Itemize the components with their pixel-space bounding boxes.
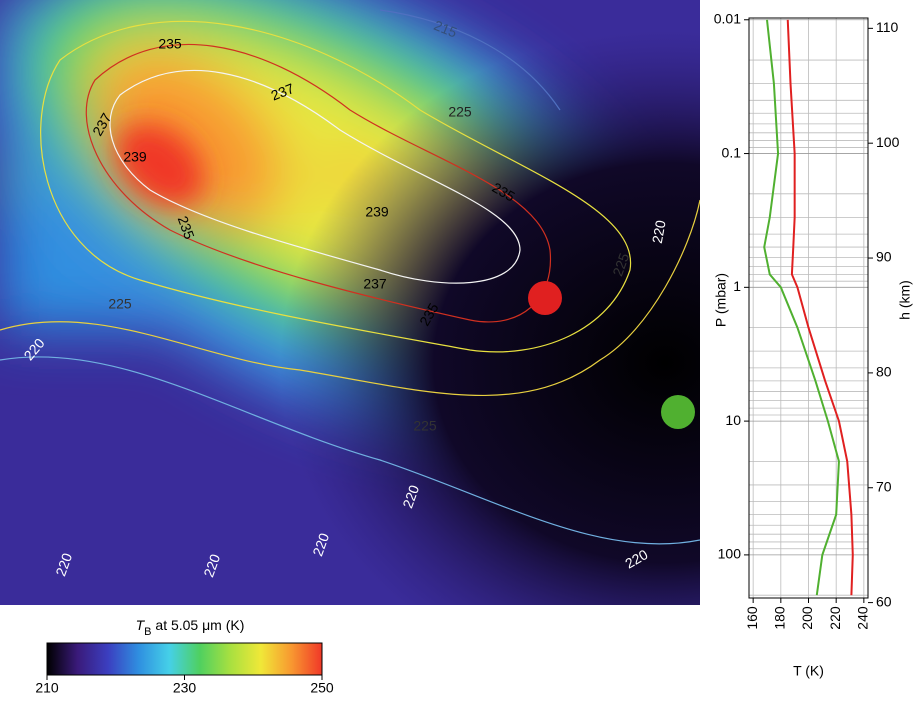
- contour-label: 225: [448, 104, 472, 120]
- colorbar-label: TB at 5.05 μm (K): [136, 617, 245, 638]
- x-axis-label: T (K): [793, 663, 824, 679]
- profile-location: [528, 281, 562, 315]
- y2-tick-label: 110: [876, 19, 899, 35]
- y2-tick-label: 70: [876, 478, 892, 494]
- contour-label: 239: [365, 204, 389, 220]
- colorbar-scale: [46, 642, 323, 676]
- profile-location: [661, 395, 695, 429]
- y2-tick-label: 80: [876, 364, 892, 380]
- contour-label: 239: [123, 149, 147, 165]
- contour-label: 220: [649, 219, 669, 245]
- y-tick-label: 1: [733, 278, 741, 294]
- y-tick-label: 0.01: [714, 10, 741, 26]
- y2-tick-label: 90: [876, 249, 892, 265]
- x-tick-label: 180: [772, 606, 788, 630]
- x-tick-label: 160: [744, 606, 760, 630]
- contour-label: 220: [309, 531, 332, 559]
- y2-axis-label: h (km): [897, 280, 913, 320]
- y-tick-label: 0.1: [722, 144, 742, 160]
- y-tick-label: 10: [725, 412, 741, 428]
- y-tick-label: 100: [718, 546, 742, 562]
- colorbar-label-text: at 5.05 μm (K): [152, 617, 245, 633]
- colorbar-tick-label: 230: [173, 680, 197, 696]
- colorbar-tick-label: 250: [310, 680, 334, 696]
- contour-label: 235: [158, 36, 182, 52]
- x-tick-label: 240: [855, 606, 871, 630]
- x-tick-label: 200: [799, 606, 815, 630]
- profile-chart: 160 180 200 220 2400.010.1110100607080901001…: [713, 10, 913, 678]
- x-tick-label: 220: [827, 606, 843, 630]
- profile-line: [763, 19, 840, 596]
- contour-label: 220: [200, 552, 223, 580]
- profile-line: [786, 19, 854, 596]
- colorbar-label-symbol: T: [136, 617, 146, 633]
- contour-label: 225: [108, 296, 132, 312]
- contour-label: 235: [175, 214, 198, 242]
- contour-label: 220: [399, 483, 422, 511]
- colorbar-tick-label: 210: [35, 680, 59, 696]
- colorbar-label-subscript: B: [144, 626, 151, 638]
- y2-tick-label: 60: [876, 593, 892, 609]
- contour-label: 225: [413, 418, 437, 434]
- heatmap: 2352372252152372392352392352372352252202…: [0, 0, 700, 605]
- contour-label: 225: [609, 251, 632, 279]
- y2-tick-label: 100: [876, 134, 900, 150]
- contour-label: 220: [52, 551, 75, 579]
- y-axis-label: P (mbar): [713, 273, 729, 327]
- contour-label: 237: [363, 276, 387, 292]
- colorbar: 210 230 250: [35, 642, 334, 696]
